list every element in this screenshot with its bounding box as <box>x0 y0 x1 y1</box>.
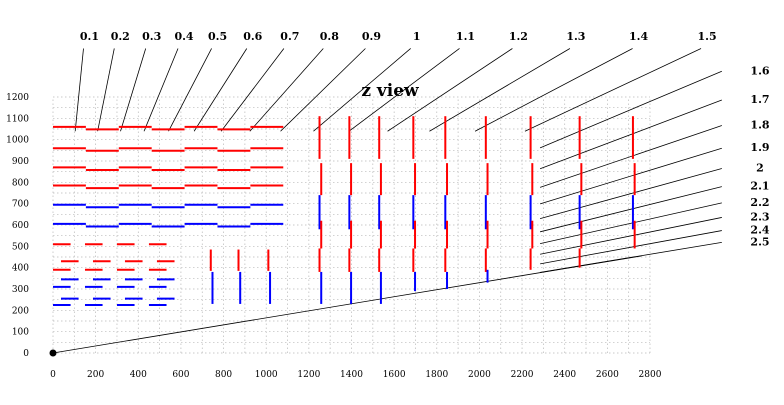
y-tick-label: 200 <box>12 306 29 316</box>
eta-line <box>313 48 411 132</box>
x-tick-label: 1600 <box>383 370 406 380</box>
y-tick-label: 300 <box>12 285 29 295</box>
diagram-title: z view <box>361 81 419 101</box>
eta-label: 1.5 <box>697 30 716 43</box>
grid-layer <box>52 96 651 354</box>
eta-line <box>524 48 702 132</box>
eta-lines-layer: 0.1 0.2 0.3 0.4 0.5 0.6 0.7 0.8 0.9 1 1.1 1.2 1.3 1.4… <box>74 30 770 273</box>
eta-line <box>193 48 248 132</box>
detector-modules-layer <box>53 116 636 306</box>
eta-label: 1.3 <box>566 30 585 43</box>
eta-label: 1.7 <box>750 93 769 106</box>
y-tick-label: 1100 <box>6 114 29 124</box>
x-tick-label: 1400 <box>340 370 363 380</box>
eta-line <box>539 147 722 205</box>
eta-label: 1 <box>413 30 421 43</box>
x-tick-label: 2800 <box>639 370 662 380</box>
track-line <box>52 255 642 354</box>
y-tick-label: 1200 <box>6 93 29 103</box>
eta-line <box>539 70 722 149</box>
eta-label: 0.7 <box>280 30 299 43</box>
eta-label: 1.9 <box>750 141 769 154</box>
x-tick-label: 2400 <box>553 370 576 380</box>
y-tick-label: 400 <box>12 264 29 274</box>
eta-line <box>387 48 513 132</box>
eta-label: 2 <box>756 161 764 174</box>
x-tick-label: 2600 <box>596 370 619 380</box>
eta-line <box>97 48 115 132</box>
x-tick-label: 200 <box>87 370 104 380</box>
eta-label: 1.1 <box>456 30 475 43</box>
eta-line <box>348 48 460 132</box>
y-tick-label: 500 <box>12 242 29 252</box>
eta-label: 1.2 <box>509 30 528 43</box>
x-tick-label: 2000 <box>468 370 491 380</box>
eta-line <box>539 168 722 220</box>
eta-line <box>143 48 179 132</box>
track-line-layer <box>49 255 642 357</box>
x-tick-label: 0 <box>50 370 56 380</box>
eta-line <box>280 48 366 132</box>
eta-line <box>474 48 633 132</box>
eta-line <box>540 202 722 245</box>
y-tick-label: 900 <box>12 157 29 167</box>
eta-line <box>539 99 722 170</box>
x-tick-label: 2200 <box>511 370 534 380</box>
y-tick-label: 1000 <box>6 136 29 146</box>
x-tick-label: 600 <box>172 370 189 380</box>
eta-label: 0.4 <box>174 30 193 43</box>
y-tick-label: 600 <box>12 221 29 231</box>
eta-label: 0.3 <box>142 30 161 43</box>
y-tick-label: 0 <box>23 349 29 359</box>
y-tick-label: 800 <box>12 178 29 188</box>
eta-line <box>539 125 722 188</box>
y-tick-label: 700 <box>12 200 29 210</box>
eta-label: 1.6 <box>750 64 769 77</box>
eta-label: 2.1 <box>750 180 769 193</box>
eta-label: 0.9 <box>362 30 381 43</box>
eta-label: 0.8 <box>320 30 339 43</box>
eta-label: 0.5 <box>208 30 227 43</box>
eta-label: 1.8 <box>750 119 769 132</box>
eta-line <box>168 48 212 132</box>
x-tick-label: 1800 <box>425 370 448 380</box>
eta-label: 2.5 <box>750 235 769 248</box>
eta-label: 0.2 <box>111 30 130 43</box>
eta-line <box>220 48 285 132</box>
interaction-point <box>49 349 57 357</box>
eta-line <box>74 48 84 132</box>
eta-label: 0.6 <box>243 30 262 43</box>
eta-line <box>540 217 722 255</box>
x-tick-label: 1200 <box>297 370 320 380</box>
eta-label: 2.2 <box>750 196 769 209</box>
eta-line <box>429 48 571 132</box>
eta-label: 2.3 <box>750 210 769 223</box>
x-tick-label: 1000 <box>255 370 278 380</box>
eta-line <box>249 48 324 132</box>
x-tick-label: 400 <box>130 370 147 380</box>
eta-label: 1.4 <box>629 30 648 43</box>
eta-label: 0.1 <box>80 30 99 43</box>
eta-line <box>539 186 722 233</box>
eta-label: 2.4 <box>750 224 769 237</box>
x-tick-label: 800 <box>215 370 232 380</box>
eta-line <box>540 230 722 265</box>
axis-labels-layer: 0 100 200 300 400 500 600 700 800 900 1000 1100 1200… <box>6 93 662 380</box>
y-tick-label: 100 <box>12 328 29 338</box>
eta-line <box>120 48 147 132</box>
